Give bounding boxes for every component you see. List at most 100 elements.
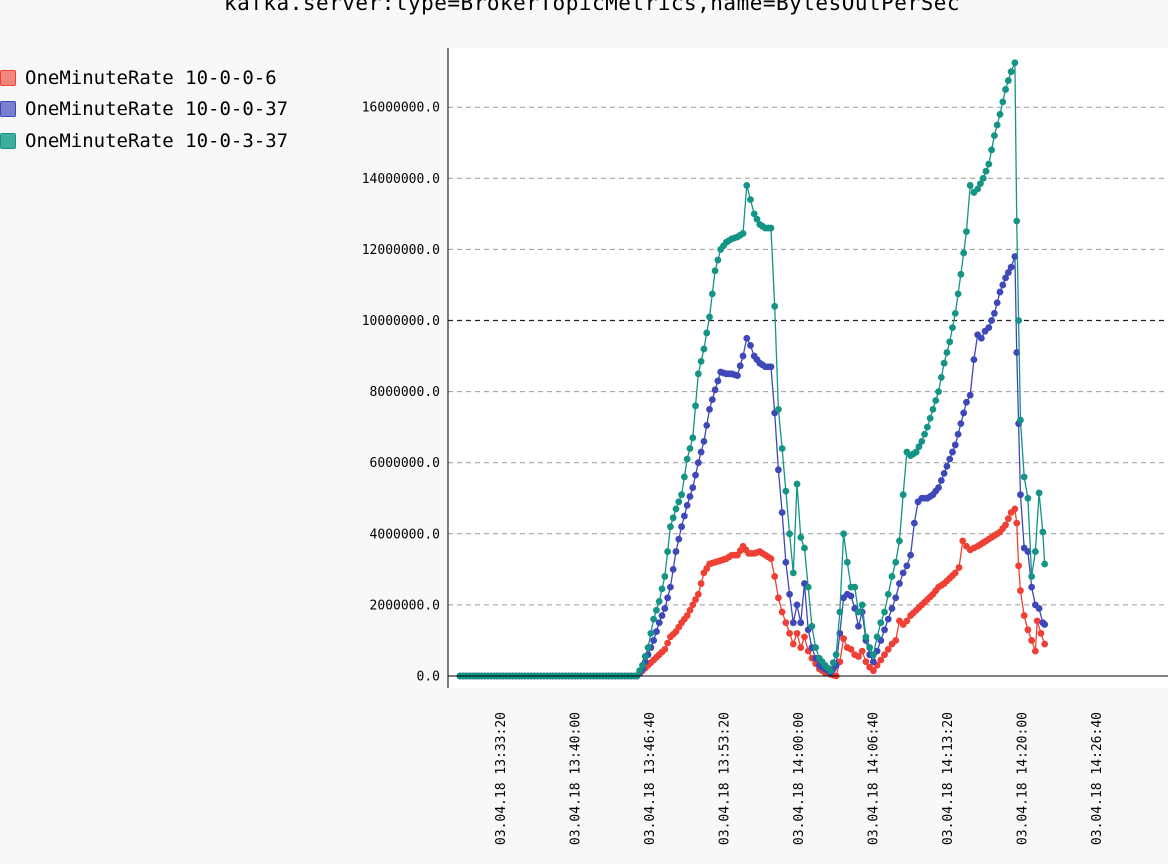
- data-point: [963, 228, 970, 236]
- data-point: [683, 455, 691, 463]
- data-point: [1004, 515, 1012, 523]
- data-point: [714, 256, 722, 264]
- data-point: [786, 629, 793, 637]
- data-point: [706, 313, 713, 321]
- data-point: [888, 605, 896, 612]
- data-point: [1031, 548, 1039, 555]
- data-point: [957, 270, 965, 278]
- data-point: [750, 210, 758, 218]
- data-point: [778, 509, 786, 516]
- data-point: [678, 491, 685, 499]
- x-tick-label: 03.04.18 13:40:00: [568, 712, 583, 845]
- data-point: [951, 441, 959, 449]
- data-point: [694, 459, 702, 467]
- data-point: [918, 437, 926, 445]
- data-point: [993, 121, 1001, 129]
- data-point: [664, 594, 672, 602]
- data-point: [858, 601, 866, 609]
- data-point: [1013, 519, 1021, 527]
- data-point: [658, 612, 666, 619]
- data-point: [636, 667, 644, 675]
- data-point: [797, 533, 805, 541]
- data-point: [996, 288, 1004, 296]
- x-axis-ticks: 03.04.18 13:33:20 03.04.18 13:40:00 03.04.…: [494, 712, 1105, 845]
- data-point: [686, 493, 694, 500]
- data-point: [736, 362, 744, 370]
- data-point: [996, 110, 1004, 118]
- data-point: [881, 626, 888, 634]
- data-point: [775, 466, 782, 474]
- data-point: [990, 132, 998, 140]
- data-point: [1039, 528, 1047, 536]
- y-tick-label: 14000000.0: [362, 172, 440, 187]
- data-point: [1017, 587, 1024, 595]
- data-point: [977, 334, 985, 342]
- data-point: [1024, 626, 1032, 634]
- data-point: [778, 445, 786, 452]
- data-point: [888, 573, 896, 580]
- legend-item-series-1[interactable]: OneMinuteRate 10-0-0-6: [0, 62, 288, 94]
- data-point: [689, 434, 697, 442]
- data-point: [862, 658, 870, 666]
- legend-swatch-series-1: [0, 69, 16, 86]
- data-point: [658, 585, 666, 593]
- data-point: [661, 645, 669, 653]
- x-tick-label: 03.04.18 14:20:00: [1015, 712, 1030, 845]
- data-point: [1020, 473, 1028, 481]
- data-point: [955, 564, 963, 571]
- series-layer: [456, 59, 1049, 680]
- data-point: [884, 590, 892, 598]
- data-point: [692, 471, 699, 479]
- data-point: [884, 645, 892, 653]
- x-tick-label: 03.04.18 13:53:20: [717, 712, 732, 845]
- chart-title: kafka.server:type=BrokerTopicMetrics,nam…: [223, 0, 960, 15]
- data-point: [836, 608, 844, 616]
- legend-item-series-2[interactable]: OneMinuteRate 10-0-0-37: [0, 94, 288, 126]
- data-point: [993, 299, 1001, 307]
- data-point: [960, 249, 968, 257]
- data-point: [1024, 494, 1032, 502]
- data-point: [669, 514, 677, 522]
- legend-item-series-3[interactable]: OneMinuteRate 10-0-3-37: [0, 125, 288, 157]
- data-point: [714, 377, 722, 385]
- data-point: [946, 338, 954, 346]
- data-point: [1011, 253, 1019, 260]
- data-point: [1017, 491, 1024, 499]
- data-point: [851, 583, 859, 591]
- legend-label-series-1: OneMinuteRate 10-0-0-6: [25, 66, 277, 89]
- data-point: [974, 185, 982, 193]
- data-point: [988, 317, 996, 324]
- data-point: [653, 628, 660, 635]
- x-tick-label: 03.04.18 14:06:40: [866, 712, 881, 845]
- data-point: [999, 98, 1007, 106]
- data-point: [884, 615, 892, 623]
- data-point: [862, 633, 870, 641]
- data-point: [672, 548, 680, 555]
- data-point: [650, 637, 658, 644]
- data-point: [1041, 560, 1049, 568]
- data-point: [667, 523, 674, 531]
- data-point: [985, 324, 993, 332]
- data-point: [1031, 647, 1039, 655]
- data-point: [892, 637, 900, 644]
- data-point: [840, 635, 847, 643]
- data-point: [855, 608, 862, 616]
- data-point: [1015, 562, 1022, 570]
- data-point: [1041, 640, 1049, 648]
- x-tick-label: 03.04.18 13:46:40: [643, 712, 658, 845]
- data-point: [959, 537, 967, 545]
- data-point: [801, 544, 808, 552]
- data-point: [949, 448, 956, 456]
- data-point: [951, 569, 959, 577]
- data-point: [680, 512, 688, 520]
- data-point: [1004, 269, 1012, 276]
- data-point: [767, 363, 775, 371]
- data-point: [804, 583, 812, 591]
- data-point: [686, 606, 694, 614]
- data-point: [881, 608, 888, 616]
- data-point: [686, 445, 694, 452]
- data-point: [877, 619, 885, 627]
- data-point: [869, 667, 877, 675]
- y-tick-label: 16000000.0: [362, 101, 440, 116]
- data-point: [899, 569, 907, 577]
